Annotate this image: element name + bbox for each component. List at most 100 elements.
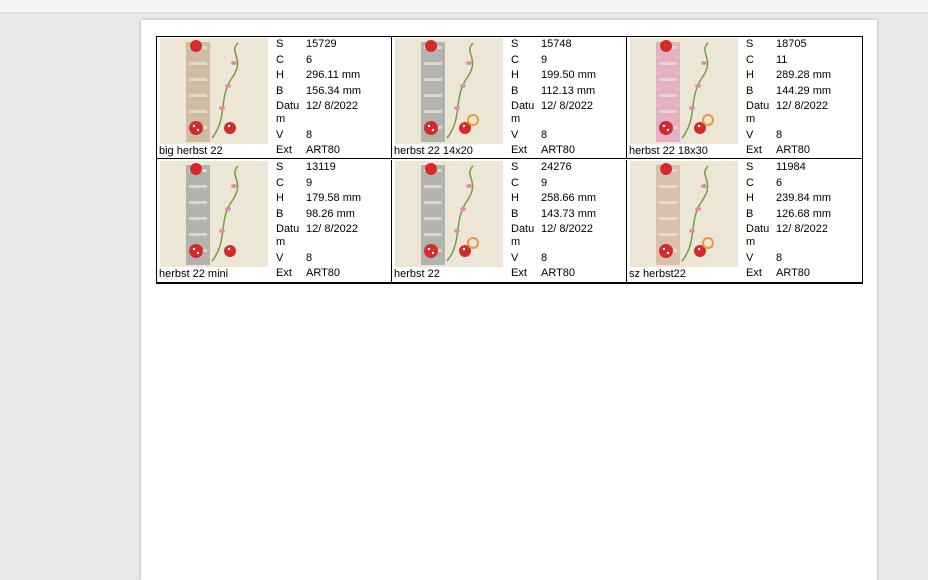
field-key: H [746,69,754,81]
thumb-shape [666,128,670,132]
field-row: Ext ART80 [746,267,858,280]
thumb-shape [424,244,438,258]
thumb-shape [659,244,673,258]
thumbnail [160,38,268,144]
thumbnail [630,161,738,267]
thumb-shape [424,110,442,113]
field-value: 15748 [541,38,572,50]
design-name: herbst 22 14x20 [394,145,473,157]
thumb-shape [424,121,438,135]
thumb-shape [454,106,460,110]
catalog-cell: herbst 22 mini S 13119 C 9 H 179.58 mm B 98.26 m… [157,160,392,282]
thumb-shape [666,251,670,255]
field-key: V [511,251,519,264]
field-key: Datum [746,223,770,248]
thumb-shape [425,163,437,175]
field-value: 12/ 8/2022 [541,100,593,112]
field-row: S 18705 [746,38,858,51]
field-value: 24276 [541,161,572,173]
thumb-shape [424,62,442,65]
thumb-shape [466,184,472,188]
field-key: Datum [276,100,300,125]
field-row: S 13119 [276,161,388,174]
field-value: 12/ 8/2022 [776,223,828,235]
thumbnail [395,38,503,144]
field-value: 179.58 mm [306,192,362,204]
field-list: S 15729 C 6 H 296.11 mm B 156.34 mm Datum 12/ 8/2… [276,38,388,160]
field-value: 12/ 8/2022 [541,223,593,235]
thumb-shape [395,38,503,144]
thumb-shape [467,237,479,249]
field-row: H 289.28 mm [746,69,858,82]
thumb-shape [462,247,466,251]
field-value: 9 [306,176,313,189]
field-row: B 126.68 mm [746,208,858,221]
field-row: S 15729 [276,38,388,51]
field-value: ART80 [306,267,341,279]
field-value: 199.50 mm [541,69,597,81]
thumbnail-box [630,161,738,267]
field-key: S [276,38,284,50]
field-row: Datum 12/ 8/2022 [276,223,388,249]
field-value: 13119 [306,161,336,173]
field-key: C [746,53,754,66]
field-row: Ext ART80 [746,144,858,157]
field-row: Datum 12/ 8/2022 [746,100,858,126]
field-key: S [746,161,754,173]
field-row: Datum 12/ 8/2022 [511,223,623,249]
field-value: 126.68 mm [776,207,832,220]
field-key: Datum [511,223,535,248]
catalog-cell: big herbst 22 S 15729 C 6 H 296.11 mm B 156.34 m… [157,37,392,159]
field-key: C [511,53,519,66]
field-value: 258.66 mm [541,192,597,204]
field-row: H 179.58 mm [276,192,388,205]
thumb-shape [192,124,196,128]
field-key: Datum [276,223,300,248]
thumb-shape [211,42,239,139]
field-key: H [276,192,284,204]
thumb-shape [424,78,442,81]
field-value: 112.13 mm [541,84,596,97]
thumb-shape [190,163,202,175]
thumb-shape [225,84,231,88]
field-value: 143.73 mm [541,207,597,220]
field-value: 8 [306,128,313,141]
field-key: C [746,176,754,189]
field-row: B 98.26 mm [276,208,388,221]
field-key: Ext [276,144,292,156]
field-key: Ext [511,267,527,279]
field-value: 12/ 8/2022 [306,100,358,112]
thumb-shape [660,163,672,175]
thumb-shape [160,38,268,144]
field-value: 8 [306,251,313,264]
field-key: H [511,192,519,204]
thumbnail-box [160,38,268,144]
design-name: herbst 22 18x30 [629,145,708,157]
thumbnail-box [395,38,503,144]
field-value: 8 [776,128,783,141]
field-key: Datum [511,100,535,125]
field-value: 12/ 8/2022 [306,223,358,235]
thumb-shape [231,61,237,65]
thumb-shape [192,247,196,251]
field-list: S 18705 C 11 H 289.28 mm B 144.29 mm Datum 12/ 8/… [746,38,858,160]
thumbnail-box [160,161,268,267]
thumb-shape [459,122,471,134]
field-key: V [511,128,519,141]
thumb-shape [424,201,442,204]
thumbnail [630,38,738,144]
field-key: V [276,128,284,141]
thumb-shape [427,124,431,128]
field-key: B [746,207,754,220]
field-key: B [746,84,754,97]
thumb-shape [431,251,435,255]
field-row: C 11 [746,54,858,67]
field-row: B 156.34 mm [276,85,388,98]
field-key: V [276,251,284,264]
